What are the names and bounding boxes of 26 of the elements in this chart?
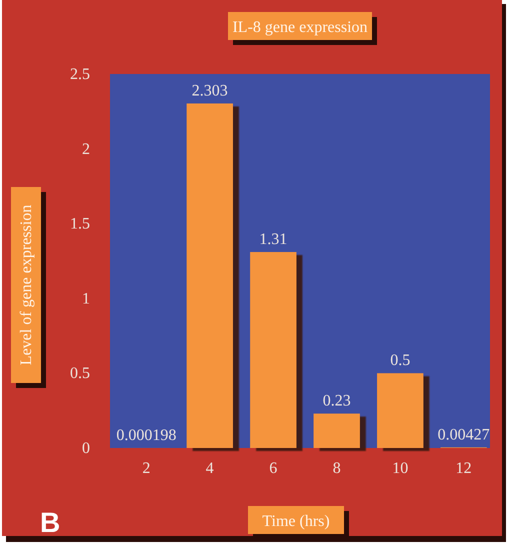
y-tick-label: 0.5 bbox=[70, 365, 90, 382]
y-axis-title: Level of gene expression bbox=[18, 204, 35, 366]
y-tick-label: 1.5 bbox=[70, 216, 90, 233]
bar bbox=[314, 414, 360, 448]
y-tick-label: 0 bbox=[82, 440, 90, 457]
y-tick-label: 1 bbox=[82, 290, 90, 308]
y-tick-label: 2.5 bbox=[70, 66, 90, 83]
data-label: 0.5 bbox=[390, 352, 410, 370]
x-tick-label: 12 bbox=[456, 460, 472, 477]
data-label: 2.303 bbox=[192, 82, 228, 100]
data-label: 0.000198 bbox=[116, 426, 176, 444]
x-tick-label: 8 bbox=[332, 460, 341, 477]
x-tick-label: 6 bbox=[269, 460, 278, 477]
bar bbox=[377, 373, 424, 448]
bar bbox=[250, 252, 296, 448]
x-axis-title: Time (hrs) bbox=[262, 513, 330, 530]
x-tick-label: 2 bbox=[142, 460, 150, 477]
data-label: 0.00427 bbox=[438, 426, 490, 444]
bar bbox=[186, 103, 233, 448]
y-tick-label: 2 bbox=[82, 140, 90, 158]
data-label: 1.31 bbox=[259, 231, 288, 248]
x-tick-label: 10 bbox=[392, 460, 408, 477]
chart-title: IL-8 gene expression bbox=[232, 19, 368, 36]
text: B bbox=[40, 507, 60, 538]
data-label: 0.23 bbox=[322, 392, 351, 410]
x-tick-label: 4 bbox=[206, 460, 214, 477]
